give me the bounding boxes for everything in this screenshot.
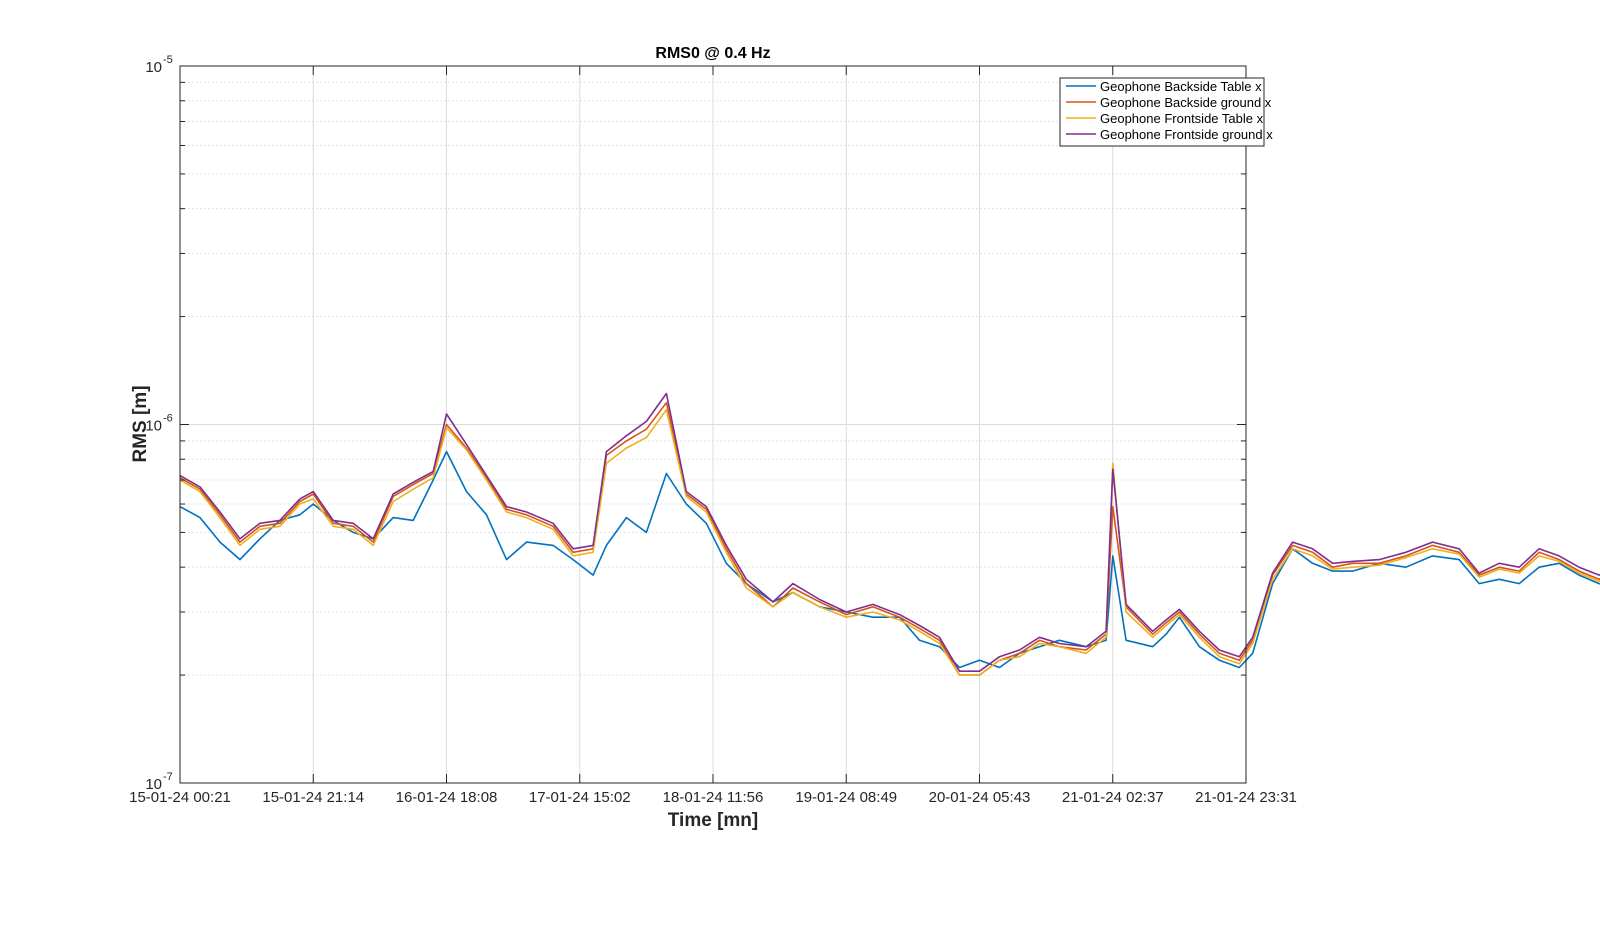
legend-entry[interactable]: Geophone Backside Table x: [1066, 79, 1262, 94]
y-axis-title: RMS [m]: [130, 385, 151, 462]
x-axis-title: Time [mn]: [668, 810, 758, 831]
x-tick-label: 17-01-24 15:02: [529, 789, 631, 806]
x-tick-label: 18-01-24 11:56: [663, 789, 764, 806]
legend-entry[interactable]: Geophone Frontside ground x: [1066, 127, 1273, 142]
y-tick-label: 10 -5: [145, 54, 172, 76]
y-tick-label: 10 -7: [145, 771, 172, 793]
x-tick-label: 20-01-24 05:43: [929, 789, 1031, 806]
y-tick-base: 10: [145, 776, 162, 793]
series-line-3: [179, 408, 1600, 676]
axis-ticks: [179, 65, 1247, 784]
x-tick-label: 21-01-24 02:37: [1062, 789, 1164, 806]
x-tick-label: 15-01-24 21:14: [262, 789, 364, 806]
series-line-2: [179, 401, 1600, 676]
x-tick-label: 21-01-24 23:31: [1195, 789, 1297, 806]
y-tick-label: 10 -6: [145, 413, 172, 435]
legend-label: Geophone Frontside Table x: [1100, 111, 1264, 126]
x-tick-label: 15-01-24 00:21: [129, 789, 231, 806]
y-tick-exponent: -5: [163, 54, 173, 66]
y-tick-labels: 10-710-610-5: [145, 54, 172, 793]
y-tick-exponent: -7: [163, 771, 173, 783]
x-tick-label: 16-01-24 18:08: [396, 789, 498, 806]
legend-label: Geophone Backside Table x: [1100, 79, 1262, 94]
x-tick-label: 19-01-24 08:49: [795, 789, 897, 806]
y-tick-exponent: -6: [163, 413, 173, 425]
legend-label: Geophone Backside ground x: [1100, 95, 1272, 110]
legend-label: Geophone Frontside ground x: [1100, 127, 1273, 142]
y-tick-base: 10: [145, 418, 162, 435]
y-tick-base: 10: [145, 59, 162, 76]
series-line-4: [179, 392, 1600, 673]
series-layer: [179, 392, 1600, 676]
legend-entry[interactable]: Geophone Frontside Table x: [1066, 111, 1264, 126]
legend-entry[interactable]: Geophone Backside ground x: [1066, 95, 1272, 110]
x-tick-labels: 15-01-24 00:21 15-01-24 21:14 16-01-24 18:…: [129, 789, 1297, 806]
chart-title: RMS0 @ 0.4 Hz: [655, 45, 770, 62]
